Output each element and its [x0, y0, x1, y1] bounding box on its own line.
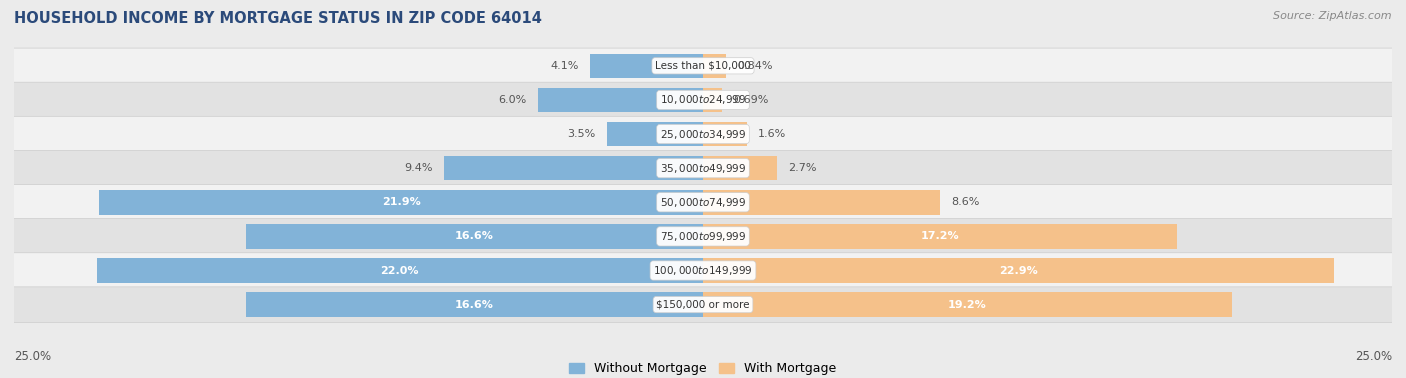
Text: 4.1%: 4.1%: [551, 61, 579, 71]
Text: Less than $10,000: Less than $10,000: [655, 61, 751, 71]
Bar: [97, 258, 703, 283]
Text: 22.0%: 22.0%: [381, 265, 419, 276]
FancyBboxPatch shape: [13, 287, 1393, 322]
Bar: [703, 224, 1177, 249]
Text: 16.6%: 16.6%: [454, 300, 494, 310]
Text: 21.9%: 21.9%: [382, 197, 420, 207]
Text: $35,000 to $49,999: $35,000 to $49,999: [659, 162, 747, 175]
Bar: [703, 190, 941, 215]
Bar: [246, 224, 703, 249]
FancyBboxPatch shape: [13, 218, 1393, 254]
Legend: Without Mortgage, With Mortgage: Without Mortgage, With Mortgage: [564, 357, 842, 378]
Bar: [703, 122, 747, 146]
Bar: [703, 292, 1232, 317]
Text: 19.2%: 19.2%: [948, 300, 987, 310]
Bar: [246, 292, 703, 317]
Bar: [606, 122, 703, 146]
Text: 1.6%: 1.6%: [758, 129, 786, 139]
FancyBboxPatch shape: [13, 48, 1393, 84]
Text: 8.6%: 8.6%: [950, 197, 980, 207]
Text: 17.2%: 17.2%: [921, 231, 959, 242]
Bar: [703, 258, 1334, 283]
Bar: [703, 54, 725, 78]
Text: 22.9%: 22.9%: [1000, 265, 1038, 276]
Text: $100,000 to $149,999: $100,000 to $149,999: [654, 264, 752, 277]
FancyBboxPatch shape: [13, 116, 1393, 152]
Text: 2.7%: 2.7%: [789, 163, 817, 173]
Bar: [703, 156, 778, 180]
Text: $75,000 to $99,999: $75,000 to $99,999: [659, 230, 747, 243]
Bar: [100, 190, 703, 215]
Text: 25.0%: 25.0%: [1355, 350, 1392, 363]
Text: $150,000 or more: $150,000 or more: [657, 300, 749, 310]
FancyBboxPatch shape: [13, 184, 1393, 220]
Bar: [444, 156, 703, 180]
FancyBboxPatch shape: [13, 150, 1393, 186]
Text: $25,000 to $34,999: $25,000 to $34,999: [659, 127, 747, 141]
FancyBboxPatch shape: [13, 253, 1393, 288]
Text: 16.6%: 16.6%: [454, 231, 494, 242]
Bar: [703, 88, 723, 112]
Text: 25.0%: 25.0%: [14, 350, 51, 363]
Text: 9.4%: 9.4%: [405, 163, 433, 173]
Text: 6.0%: 6.0%: [498, 95, 527, 105]
Text: 0.69%: 0.69%: [733, 95, 769, 105]
Bar: [591, 54, 703, 78]
Text: $10,000 to $24,999: $10,000 to $24,999: [659, 93, 747, 107]
Text: HOUSEHOLD INCOME BY MORTGAGE STATUS IN ZIP CODE 64014: HOUSEHOLD INCOME BY MORTGAGE STATUS IN Z…: [14, 11, 541, 26]
Text: 0.84%: 0.84%: [737, 61, 773, 71]
Bar: [537, 88, 703, 112]
Text: $50,000 to $74,999: $50,000 to $74,999: [659, 196, 747, 209]
Text: Source: ZipAtlas.com: Source: ZipAtlas.com: [1274, 11, 1392, 21]
Text: 3.5%: 3.5%: [567, 129, 596, 139]
FancyBboxPatch shape: [13, 82, 1393, 118]
